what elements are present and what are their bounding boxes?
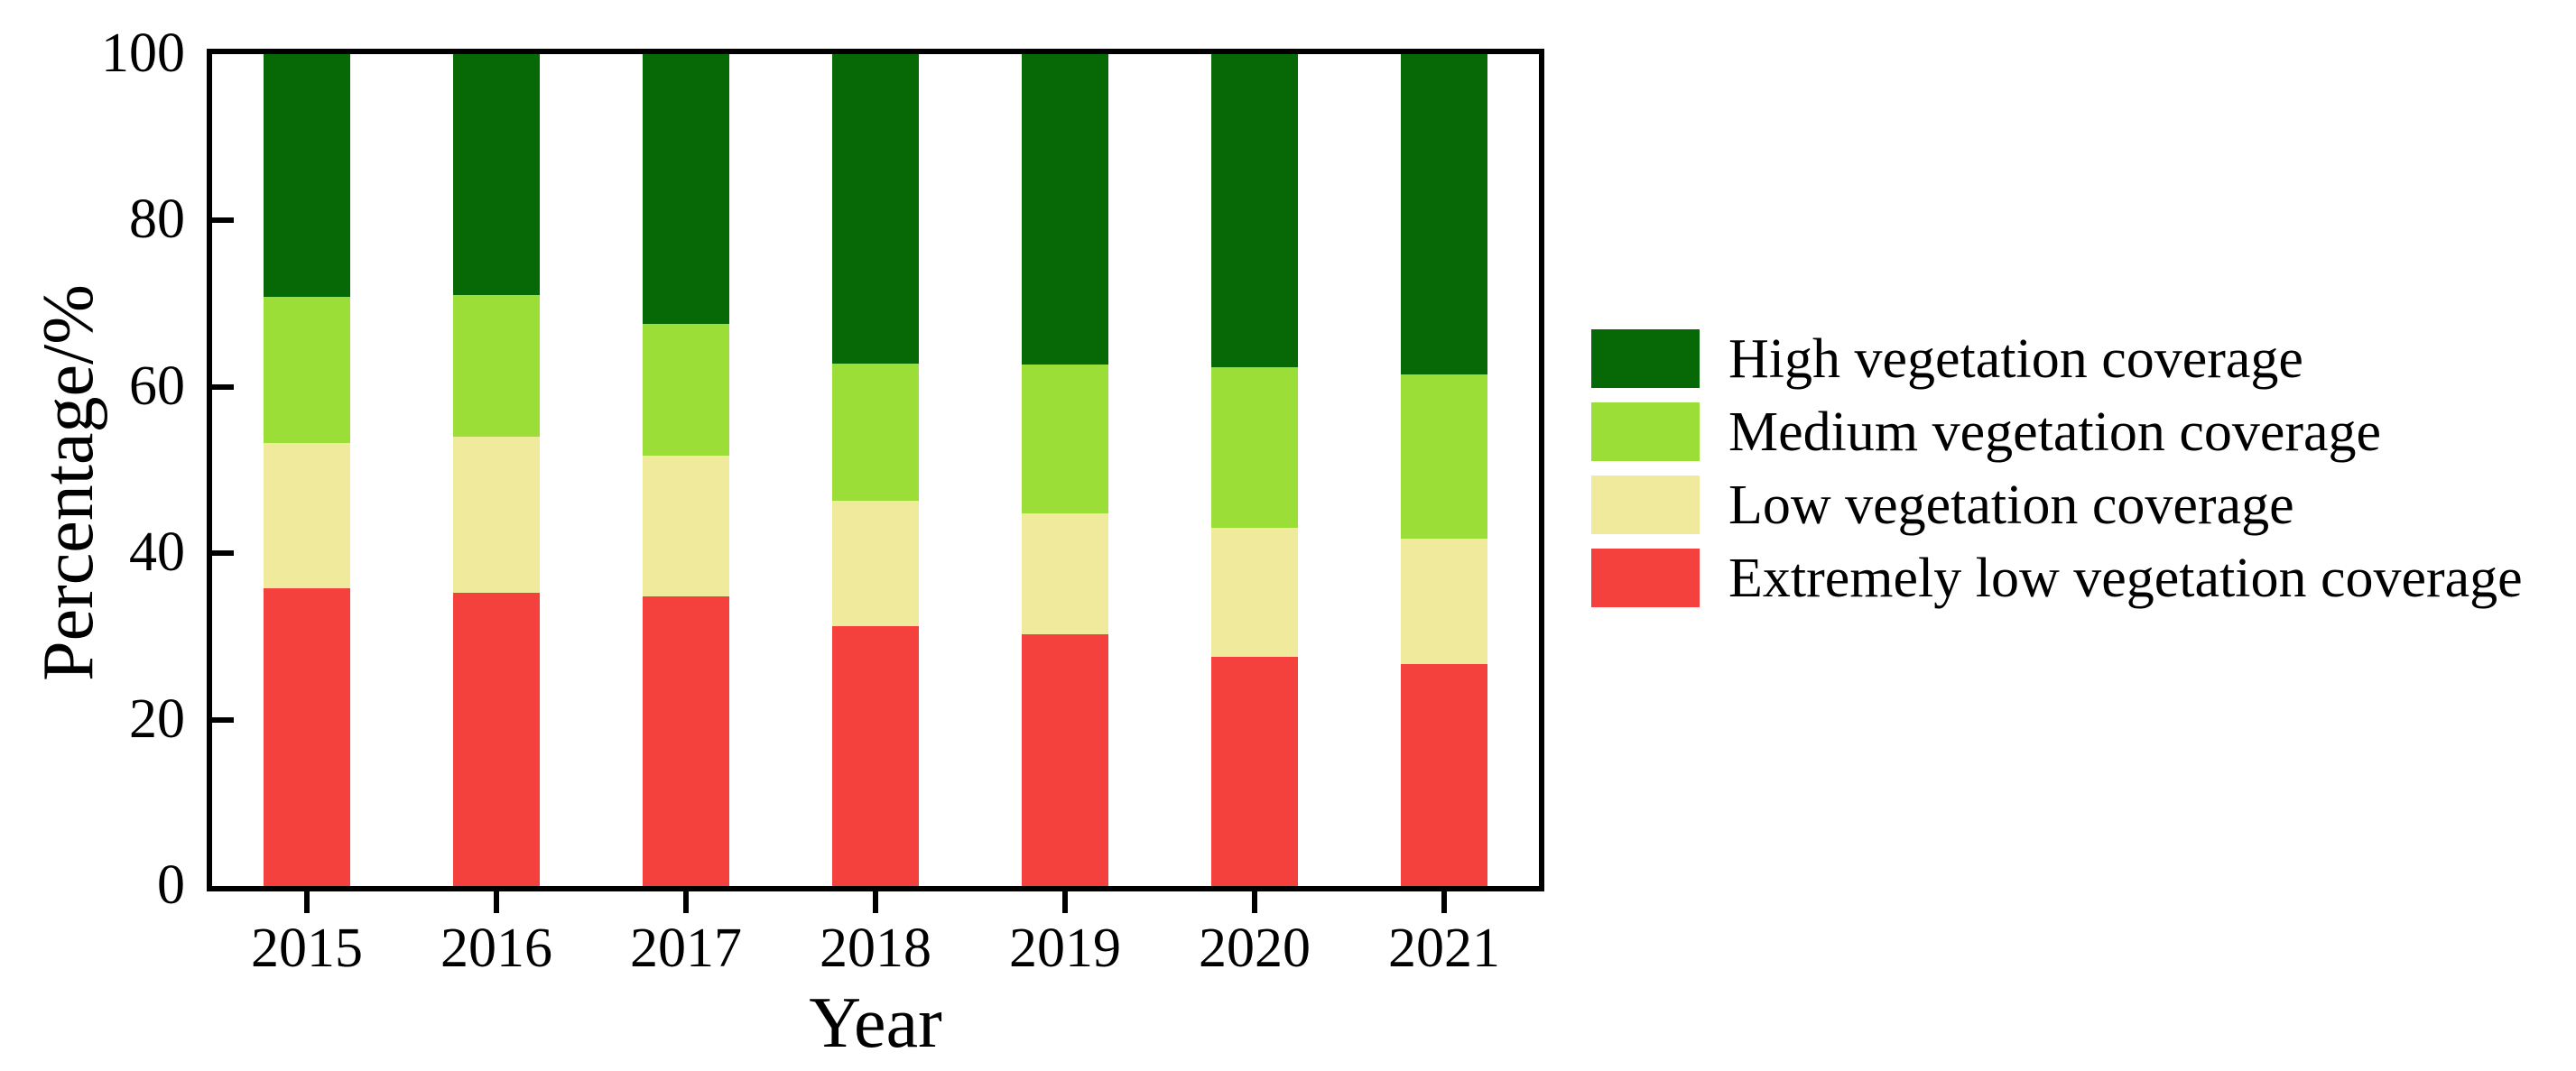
- bar-segment-2017-low-vegetation-coverage: [643, 456, 729, 596]
- y-tick-20: [212, 717, 234, 723]
- bar-segment-2019-high-vegetation-coverage: [1022, 54, 1108, 365]
- legend-item-high: High vegetation coverage: [1591, 329, 2303, 388]
- legend-item-extremely-low: Extremely low vegetation coverage: [1591, 549, 2523, 607]
- bar-segment-2016-extremely-low-vegetation-coverage: [453, 593, 540, 886]
- x-tick-2020: [1252, 891, 1257, 913]
- legend-item-medium: Medium vegetation coverage: [1591, 402, 2381, 461]
- bar-segment-2017-medium-vegetation-coverage: [643, 324, 729, 456]
- y-tick-40: [212, 550, 234, 556]
- x-tick-label: 2016: [440, 918, 552, 979]
- legend-swatch-low-vegetation-coverage: [1591, 475, 1700, 534]
- bar-segment-2021-medium-vegetation-coverage: [1401, 374, 1487, 539]
- x-tick-label: 2020: [1199, 918, 1311, 979]
- plot-area: [207, 49, 1544, 891]
- x-tick-2021: [1441, 891, 1447, 913]
- bar-segment-2020-high-vegetation-coverage: [1211, 54, 1298, 367]
- y-axis-title: Percentage/%: [29, 284, 108, 681]
- bar-segment-2019-extremely-low-vegetation-coverage: [1022, 634, 1108, 886]
- x-tick-2018: [873, 891, 878, 913]
- bar-segment-2020-extremely-low-vegetation-coverage: [1211, 657, 1298, 886]
- bar-segment-2018-extremely-low-vegetation-coverage: [832, 626, 919, 886]
- x-tick-2019: [1062, 891, 1068, 913]
- x-axis-title: Year: [809, 983, 942, 1063]
- y-tick-label: 80: [129, 188, 185, 250]
- bar-segment-2020-low-vegetation-coverage: [1211, 528, 1298, 657]
- legend-swatch-medium-vegetation-coverage: [1591, 402, 1700, 461]
- bar-segment-2017-high-vegetation-coverage: [643, 54, 729, 324]
- y-tick-label: 100: [101, 22, 185, 84]
- y-tick-label: 0: [157, 854, 185, 916]
- x-tick-label: 2018: [820, 918, 931, 979]
- bar-segment-2018-low-vegetation-coverage: [832, 501, 919, 626]
- bar-segment-2016-high-vegetation-coverage: [453, 54, 540, 295]
- plot-inner-area: [212, 54, 1539, 886]
- bar-segment-2018-high-vegetation-coverage: [832, 54, 919, 364]
- bar-segment-2021-low-vegetation-coverage: [1401, 539, 1487, 664]
- y-tick-label: 20: [129, 688, 185, 750]
- legend-item-low: Low vegetation coverage: [1591, 475, 2294, 534]
- x-tick-2017: [683, 891, 689, 913]
- x-tick-label: 2021: [1388, 918, 1500, 979]
- legend-label: Low vegetation coverage: [1728, 474, 2294, 536]
- bar-segment-2018-medium-vegetation-coverage: [832, 364, 919, 501]
- bar-segment-2015-low-vegetation-coverage: [264, 443, 350, 588]
- legend-label: Extremely low vegetation coverage: [1728, 547, 2523, 609]
- y-tick-80: [212, 217, 234, 223]
- x-tick-2015: [304, 891, 310, 913]
- y-tick-label: 60: [129, 355, 185, 417]
- bar-segment-2015-high-vegetation-coverage: [264, 54, 350, 297]
- bar-segment-2021-extremely-low-vegetation-coverage: [1401, 664, 1487, 886]
- x-tick-2016: [494, 891, 499, 913]
- y-tick-label: 40: [129, 521, 185, 583]
- legend-label: High vegetation coverage: [1728, 328, 2303, 390]
- bar-segment-2016-low-vegetation-coverage: [453, 437, 540, 593]
- bar-segment-2021-high-vegetation-coverage: [1401, 54, 1487, 374]
- bar-segment-2017-extremely-low-vegetation-coverage: [643, 596, 729, 886]
- bar-segment-2020-medium-vegetation-coverage: [1211, 367, 1298, 528]
- legend-label: Medium vegetation coverage: [1728, 401, 2382, 463]
- legend-swatch-high-vegetation-coverage: [1591, 329, 1700, 388]
- x-tick-label: 2015: [251, 918, 363, 979]
- bar-segment-2019-low-vegetation-coverage: [1022, 513, 1108, 634]
- y-tick-60: [212, 384, 234, 390]
- bar-segment-2015-extremely-low-vegetation-coverage: [264, 588, 350, 886]
- legend-swatch-extremely-low-vegetation-coverage: [1591, 549, 1700, 607]
- x-tick-label: 2017: [630, 918, 742, 979]
- bar-segment-2016-medium-vegetation-coverage: [453, 295, 540, 437]
- x-tick-label: 2019: [1009, 918, 1121, 979]
- bar-segment-2019-medium-vegetation-coverage: [1022, 365, 1108, 513]
- bar-segment-2015-medium-vegetation-coverage: [264, 297, 350, 443]
